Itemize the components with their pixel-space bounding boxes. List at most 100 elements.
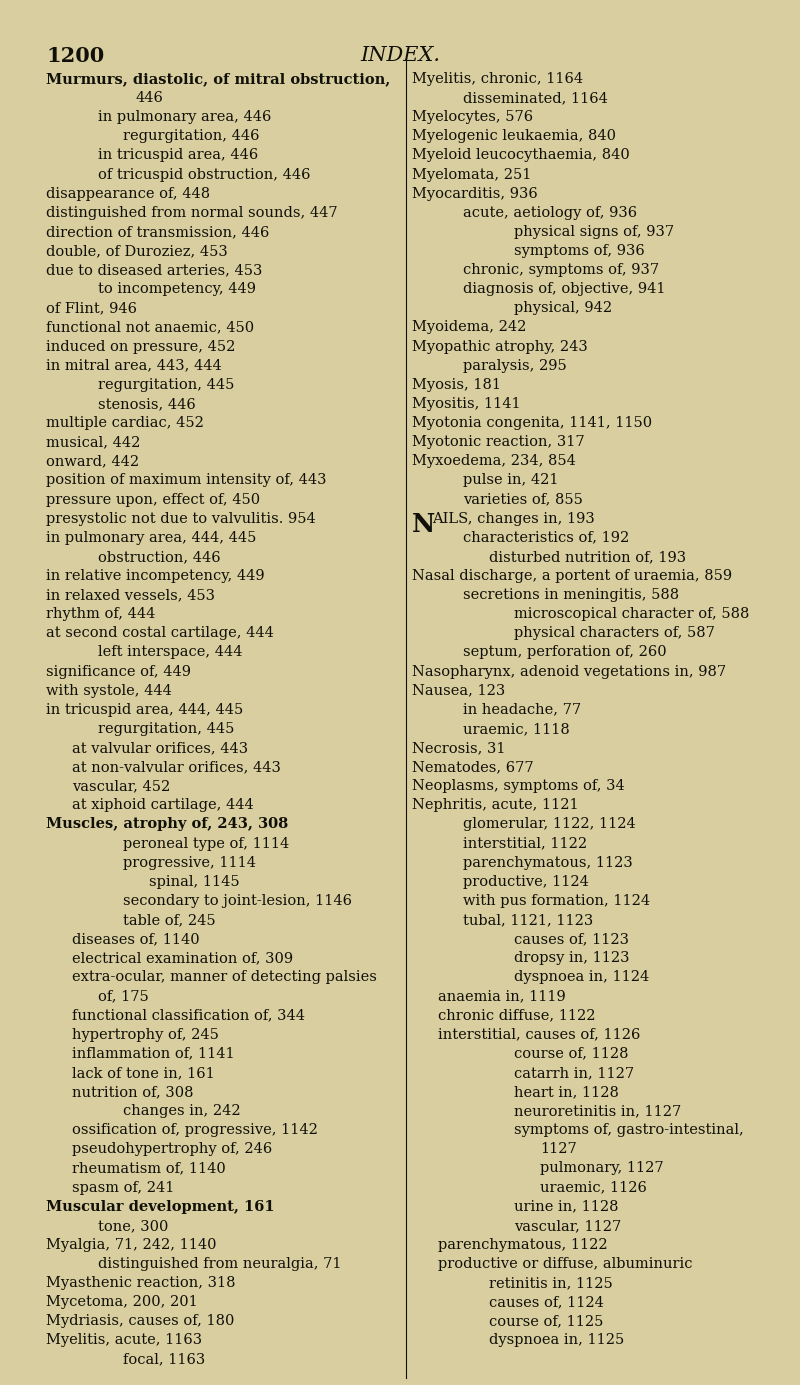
Text: uraemic, 1126: uraemic, 1126 [540,1180,647,1195]
Text: glomerular, 1122, 1124: glomerular, 1122, 1124 [463,817,636,831]
Text: focal, 1163: focal, 1163 [123,1353,206,1367]
Text: position of maximum intensity of, 443: position of maximum intensity of, 443 [46,474,327,488]
Text: tone, 300: tone, 300 [98,1219,168,1233]
Text: direction of transmission, 446: direction of transmission, 446 [46,224,270,240]
Text: tubal, 1121, 1123: tubal, 1121, 1123 [463,913,594,927]
Text: neuroretinitis in, 1127: neuroretinitis in, 1127 [514,1104,682,1118]
Text: Nasopharynx, adenoid vegetations in, 987: Nasopharynx, adenoid vegetations in, 987 [412,665,726,679]
Text: at valvular orifices, 443: at valvular orifices, 443 [72,741,248,755]
Text: 446: 446 [136,91,164,105]
Text: productive or diffuse, albuminuric: productive or diffuse, albuminuric [438,1258,692,1271]
Text: Necrosis, 31: Necrosis, 31 [412,741,506,755]
Text: in relaxed vessels, 453: in relaxed vessels, 453 [46,589,215,602]
Text: dyspnoea in, 1125: dyspnoea in, 1125 [489,1334,624,1348]
Text: in mitral area, 443, 444: in mitral area, 443, 444 [46,359,222,373]
Text: Nasal discharge, a portent of uraemia, 859: Nasal discharge, a portent of uraemia, 8… [412,569,732,583]
Text: to incompetency, 449: to incompetency, 449 [98,283,256,296]
Text: pressure upon, effect of, 450: pressure upon, effect of, 450 [46,493,261,507]
Text: parenchymatous, 1123: parenchymatous, 1123 [463,856,633,870]
Text: Neoplasms, symptoms of, 34: Neoplasms, symptoms of, 34 [412,780,625,794]
Text: chronic diffuse, 1122: chronic diffuse, 1122 [438,1008,595,1022]
Text: disturbed nutrition of, 193: disturbed nutrition of, 193 [489,550,686,564]
Text: disappearance of, 448: disappearance of, 448 [46,187,210,201]
Text: Murmurs, diastolic, of mitral obstruction,: Murmurs, diastolic, of mitral obstructio… [46,72,390,86]
Text: changes in, 242: changes in, 242 [123,1104,241,1118]
Text: Myelitis, chronic, 1164: Myelitis, chronic, 1164 [412,72,583,86]
Text: heart in, 1128: heart in, 1128 [514,1084,619,1100]
Text: acute, aetiology of, 936: acute, aetiology of, 936 [463,206,638,220]
Text: nutrition of, 308: nutrition of, 308 [72,1084,194,1100]
Text: INDEX.: INDEX. [360,46,440,65]
Text: 1127: 1127 [540,1143,577,1156]
Text: Mydriasis, causes of, 180: Mydriasis, causes of, 180 [46,1314,234,1328]
Text: diagnosis of, objective, 941: diagnosis of, objective, 941 [463,283,666,296]
Text: functional classification of, 344: functional classification of, 344 [72,1008,305,1022]
Text: Myositis, 1141: Myositis, 1141 [412,397,521,411]
Text: onward, 442: onward, 442 [46,454,139,468]
Text: microscopical character of, 588: microscopical character of, 588 [514,607,750,622]
Text: at second costal cartilage, 444: at second costal cartilage, 444 [46,626,274,640]
Text: Myocarditis, 936: Myocarditis, 936 [412,187,538,201]
Text: Myotonia congenita, 1141, 1150: Myotonia congenita, 1141, 1150 [412,416,652,431]
Text: spasm of, 241: spasm of, 241 [72,1180,174,1195]
Text: vascular, 452: vascular, 452 [72,780,170,794]
Text: regurgitation, 446: regurgitation, 446 [123,129,260,144]
Text: rhythm of, 444: rhythm of, 444 [46,607,156,622]
Text: dropsy in, 1123: dropsy in, 1123 [514,951,630,965]
Text: interstitial, causes of, 1126: interstitial, causes of, 1126 [438,1028,640,1042]
Text: uraemic, 1118: uraemic, 1118 [463,722,570,735]
Text: Myxoedema, 234, 854: Myxoedema, 234, 854 [412,454,576,468]
Text: pulmonary, 1127: pulmonary, 1127 [540,1162,664,1176]
Text: in relative incompetency, 449: in relative incompetency, 449 [46,569,265,583]
Text: table of, 245: table of, 245 [123,913,216,927]
Text: Nematodes, 677: Nematodes, 677 [412,760,534,774]
Text: Muscles, atrophy of, 243, 308: Muscles, atrophy of, 243, 308 [46,817,289,831]
Text: secondary to joint-lesion, 1146: secondary to joint-lesion, 1146 [123,893,352,909]
Text: secretions in meningitis, 588: secretions in meningitis, 588 [463,589,679,602]
Text: of Flint, 946: of Flint, 946 [46,302,138,316]
Text: physical characters of, 587: physical characters of, 587 [514,626,715,640]
Text: distinguished from neuralgia, 71: distinguished from neuralgia, 71 [98,1258,341,1271]
Text: diseases of, 1140: diseases of, 1140 [72,932,200,946]
Text: Nausea, 123: Nausea, 123 [412,684,506,698]
Text: Mycetoma, 200, 201: Mycetoma, 200, 201 [46,1295,198,1309]
Text: hypertrophy of, 245: hypertrophy of, 245 [72,1028,219,1042]
Text: in pulmonary area, 446: in pulmonary area, 446 [98,111,271,125]
Text: Myelocytes, 576: Myelocytes, 576 [412,111,533,125]
Text: at xiphoid cartilage, 444: at xiphoid cartilage, 444 [72,798,254,813]
Text: course of, 1125: course of, 1125 [489,1314,603,1328]
Text: stenosis, 446: stenosis, 446 [98,397,195,411]
Text: inflammation of, 1141: inflammation of, 1141 [72,1047,234,1061]
Text: septum, perforation of, 260: septum, perforation of, 260 [463,645,667,659]
Text: presystolic not due to valvulitis. 954: presystolic not due to valvulitis. 954 [46,511,316,526]
Text: due to diseased arteries, 453: due to diseased arteries, 453 [46,263,262,277]
Text: catarrh in, 1127: catarrh in, 1127 [514,1066,634,1080]
Text: Myasthenic reaction, 318: Myasthenic reaction, 318 [46,1276,236,1291]
Text: electrical examination of, 309: electrical examination of, 309 [72,951,293,965]
Text: at non-valvular orifices, 443: at non-valvular orifices, 443 [72,760,281,774]
Text: regurgitation, 445: regurgitation, 445 [98,378,234,392]
Text: symptoms of, gastro-intestinal,: symptoms of, gastro-intestinal, [514,1123,744,1137]
Text: Myotonic reaction, 317: Myotonic reaction, 317 [412,435,585,449]
Text: with pus formation, 1124: with pus formation, 1124 [463,893,650,909]
Text: productive, 1124: productive, 1124 [463,875,589,889]
Text: in pulmonary area, 444, 445: in pulmonary area, 444, 445 [46,530,257,544]
Text: of, 175: of, 175 [98,989,148,1004]
Text: physical signs of, 937: physical signs of, 937 [514,224,674,240]
Text: with systole, 444: with systole, 444 [46,684,172,698]
Text: Myosis, 181: Myosis, 181 [412,378,501,392]
Text: spinal, 1145: spinal, 1145 [149,875,239,889]
Text: Nephritis, acute, 1121: Nephritis, acute, 1121 [412,798,578,813]
Text: induced on pressure, 452: induced on pressure, 452 [46,339,236,353]
Text: distinguished from normal sounds, 447: distinguished from normal sounds, 447 [46,206,338,220]
Text: musical, 442: musical, 442 [46,435,141,449]
Text: Myeloid leucocythaemia, 840: Myeloid leucocythaemia, 840 [412,148,630,162]
Text: Myalgia, 71, 242, 1140: Myalgia, 71, 242, 1140 [46,1238,217,1252]
Text: in tricuspid area, 444, 445: in tricuspid area, 444, 445 [46,702,244,717]
Text: significance of, 449: significance of, 449 [46,665,191,679]
Text: extra-ocular, manner of detecting palsies: extra-ocular, manner of detecting palsie… [72,971,377,985]
Text: Myopathic atrophy, 243: Myopathic atrophy, 243 [412,339,588,353]
Text: in tricuspid area, 446: in tricuspid area, 446 [98,148,258,162]
Text: characteristics of, 192: characteristics of, 192 [463,530,630,544]
Text: chronic, symptoms of, 937: chronic, symptoms of, 937 [463,263,659,277]
